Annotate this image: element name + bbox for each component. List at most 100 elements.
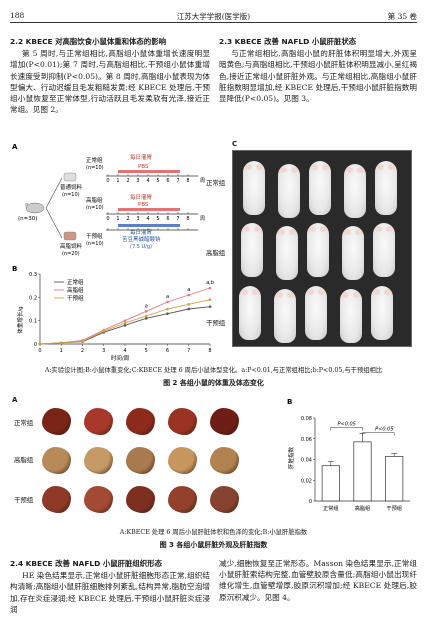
data-point [123,324,127,327]
section-body: 第 5 周时,与正常组相比,高脂组小鼠体重增长速度明显增加(P<0.01);第 … [10,49,210,115]
mouse-image [241,223,263,277]
data-point [123,321,127,325]
diet-highfat: 高脂饲料 [60,242,83,250]
y-tick-label: 0.02 [301,478,312,484]
fig2-title: 图 2 各组小鼠的体重及体态变化 [163,379,264,387]
data-point [59,341,63,345]
x-tick-label: 5 [145,348,148,354]
x-tick-label: 6 [166,348,169,354]
liver-image [168,486,197,513]
section-2-4-cont: 减少,细胞恢复至正常形态。Masson 染色结果显示,正常组小鼠肝脏索结构完整,… [219,558,417,626]
section-heading: 2.4 KBECE 改善 NAFLD 小鼠肝脏组织形态 [10,559,162,568]
mouse-image [340,289,362,343]
data-point [166,307,169,311]
timeline-unit: 周 [200,178,205,184]
y-tick-label: 0 [309,499,312,505]
x-tick-label: 2 [81,348,84,354]
section-body: HE 染色结果显示,正常组小鼠肝脏细胞形态正常,组织结构清晰;高脂组小鼠肝脏细胞… [10,571,210,614]
sig-annotation: a [166,294,169,300]
group-normal-n: (n=10) [86,165,104,171]
section-heading: 2.3 KBECE 改善 NAFLD 小鼠肝脏状态 [219,37,357,46]
mouse-image [239,286,261,340]
treatment-bar [118,170,180,173]
timeline-tick-label: 3 [136,178,139,184]
timeline-tick-label: 3 [136,216,139,222]
y-tick-label: 0.3 [29,272,37,278]
group-hf-n: (n=10) [86,205,104,211]
liver-image [168,447,197,474]
mouse-image [243,161,265,215]
liver-image [84,447,113,474]
fig3-panel-a-label: A [12,396,18,404]
x-tick-label: 高脂组 [355,504,371,512]
liver-row-label: 正常组 [14,419,34,427]
data-point [208,286,212,290]
legend-label: 高脂组 [67,286,84,294]
data-point [187,307,191,311]
fig2-weight-chart: B 体重增长/g 时间/周 0 0.1 0.2 0.3 0 1 2 3 4 5 6 7 8 正常组高脂组干… [12,265,214,362]
sig-label: P<0.05 [375,427,393,433]
y-tick-label: 0 [34,342,37,348]
panel-label-b: B [12,265,17,273]
data-point [187,303,191,306]
group-intervention-n: (n=10) [86,241,104,247]
volume-label: 第 35 卷 [387,12,417,21]
fig2-caption: A:实验设计图;B:小鼠体重变化;C:KBECE 处理 6 周后小鼠体型变化。a… [44,367,383,374]
timeline-tick-label: 1 [116,216,119,222]
mouse-image [274,289,296,343]
liver-image [42,486,71,513]
x-tick-label: 4 [123,348,126,354]
timeline-tick-label: 6 [166,178,169,184]
treatment-bar [118,224,180,227]
pbs-label: PBS [138,202,149,208]
dose-label: (7.5 U/g) [130,244,152,250]
data-point [123,319,127,322]
y-tick-label: 0.08 [301,416,312,422]
running-header: 188 江苏大学学报(医学版) 第 35 卷 [10,8,417,23]
bar [385,456,404,502]
y-axis-title: 体重增长/g [16,306,24,333]
mouse-image [373,223,395,277]
sig-annotation: a [187,287,190,293]
data-point [208,305,212,308]
section-2-2: 2.2 KBECE 对高脂饮食小鼠体重和体态的影响 第 5 周时,与正常组相比,… [10,36,210,136]
timeline-tick-label: 0 [106,178,109,184]
mouse-image [278,164,300,218]
liver-photo [38,404,258,522]
data-point [38,342,42,346]
mouse-image [276,226,298,280]
fig3-caption: A:KBECE 处理 6 周后小鼠肝脏体积和色泽的变化;B:小鼠肝脏指数 [119,529,308,536]
liver-image [84,486,113,513]
mouse-image [375,161,397,215]
mouse-image [344,164,366,218]
timeline-tick-label: 4 [146,178,149,184]
data-point [144,310,148,313]
x-tick-label: 0 [38,348,41,354]
y-tick-label: 0.2 [29,295,37,301]
timeline-tick-label: 2 [126,216,129,222]
data-point [187,293,191,297]
fig2-design-diagram: A (n=30) 普通饲料 (n=10) 高脂饲料 (n=20) 正常组 (n=… [12,143,205,257]
liver-image [210,486,239,513]
x-tick-label: 8 [208,348,211,354]
bar [321,465,340,502]
section-body: 与正常组相比,高脂组小鼠的肝脏体积明显增大,外观呈暗黄色;与高脂组相比,干预组小… [219,49,417,104]
mouse-image [371,286,393,340]
timeline-tick-label: 7 [176,178,179,184]
liver-image [42,408,71,435]
food-icon [63,172,77,182]
y-tick-label: 0.06 [301,437,312,443]
sig-bracket [330,427,363,431]
mouse-image [342,226,364,280]
food-icon [63,231,77,241]
timeline-tick-label: 0 [106,216,109,222]
x-axis-title: 时间/周 [111,354,129,362]
sig-bracket [362,432,395,436]
timeline-tick-label: 5 [156,216,159,222]
data-point [144,314,148,318]
page-number: 188 [10,11,25,20]
mouse-image [307,223,329,277]
liver-image [126,447,155,474]
data-point [102,329,106,333]
